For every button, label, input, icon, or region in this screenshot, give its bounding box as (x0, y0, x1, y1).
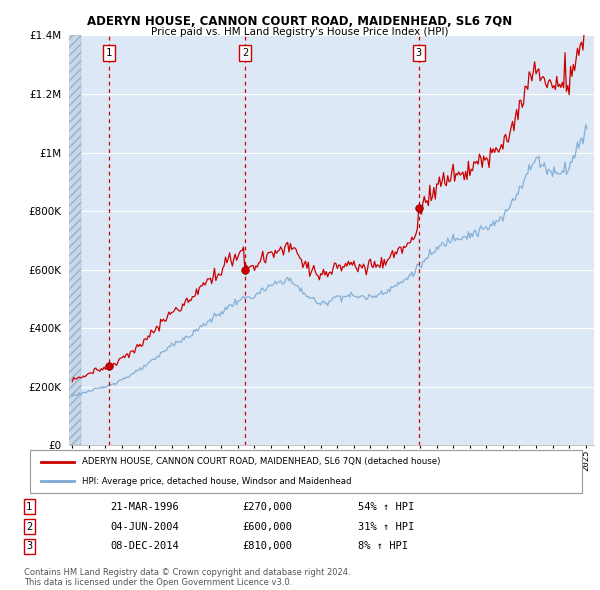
Text: 2: 2 (242, 48, 248, 58)
Text: 1: 1 (26, 502, 32, 512)
Text: £600,000: £600,000 (242, 522, 292, 532)
Text: 8% ↑ HPI: 8% ↑ HPI (358, 542, 407, 552)
Text: 04-JUN-2004: 04-JUN-2004 (110, 522, 179, 532)
Text: Price paid vs. HM Land Registry's House Price Index (HPI): Price paid vs. HM Land Registry's House … (151, 27, 449, 37)
Text: 3: 3 (416, 48, 422, 58)
Text: 08-DEC-2014: 08-DEC-2014 (110, 542, 179, 552)
Text: Contains HM Land Registry data © Crown copyright and database right 2024.: Contains HM Land Registry data © Crown c… (24, 568, 350, 577)
FancyBboxPatch shape (30, 450, 582, 493)
Text: 1: 1 (106, 48, 112, 58)
Text: HPI: Average price, detached house, Windsor and Maidenhead: HPI: Average price, detached house, Wind… (82, 477, 352, 486)
Text: £810,000: £810,000 (242, 542, 292, 552)
Bar (61, 35, 80, 445)
Text: 31% ↑ HPI: 31% ↑ HPI (358, 522, 414, 532)
Text: 21-MAR-1996: 21-MAR-1996 (110, 502, 179, 512)
Text: ADERYN HOUSE, CANNON COURT ROAD, MAIDENHEAD, SL6 7QN: ADERYN HOUSE, CANNON COURT ROAD, MAIDENH… (88, 15, 512, 28)
Text: ADERYN HOUSE, CANNON COURT ROAD, MAIDENHEAD, SL6 7QN (detached house): ADERYN HOUSE, CANNON COURT ROAD, MAIDENH… (82, 457, 441, 466)
Text: 3: 3 (26, 542, 32, 552)
Text: This data is licensed under the Open Government Licence v3.0.: This data is licensed under the Open Gov… (24, 578, 292, 588)
Text: 2: 2 (26, 522, 32, 532)
Text: 54% ↑ HPI: 54% ↑ HPI (358, 502, 414, 512)
Text: £270,000: £270,000 (242, 502, 292, 512)
